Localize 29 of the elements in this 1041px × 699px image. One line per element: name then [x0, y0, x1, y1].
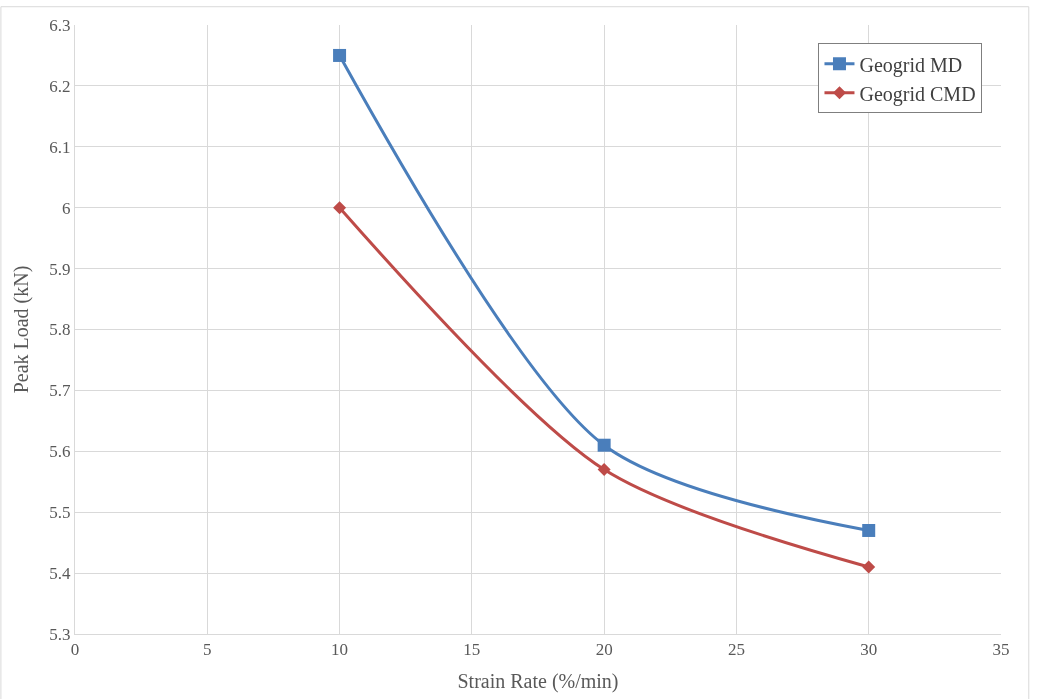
y-tick-label: 5.8: [49, 320, 71, 340]
x-tick-label: 5: [203, 640, 212, 660]
x-tick-label: 10: [331, 640, 349, 660]
y-tick-label: 6.3: [49, 15, 71, 35]
legend-label: Geogrid CMD: [859, 82, 976, 106]
y-axis-title: Peak Load (kN): [9, 265, 33, 394]
y-tick-label: 5.3: [49, 624, 71, 644]
point: [597, 463, 611, 477]
y-tick-label: 5.9: [49, 259, 71, 279]
y-tick-label: 5.7: [49, 381, 72, 401]
x-tick-label: 25: [727, 640, 745, 660]
point: [597, 438, 611, 452]
x-tick-label: 35: [992, 640, 1010, 660]
x-axis-title: Strain Rate (%/min): [457, 669, 619, 693]
x-tick-label: 20: [595, 640, 613, 660]
point: [333, 48, 347, 62]
x-tick-label: 15: [463, 640, 481, 660]
point: [862, 523, 876, 537]
x-tick-label: 30: [860, 640, 878, 660]
y-tick-label: 6.2: [49, 76, 71, 96]
x-tick-label: 0: [70, 640, 80, 660]
y-tick-label: 5.6: [49, 442, 71, 462]
legend-label: Geogrid MD: [859, 53, 963, 77]
y-tick-label: 6: [62, 198, 71, 218]
y-tick-label: 5.5: [49, 503, 71, 523]
point: [862, 560, 876, 574]
point: [333, 201, 347, 215]
y-tick-label: 6.1: [49, 137, 71, 157]
y-tick-label: 5.4: [49, 564, 72, 584]
